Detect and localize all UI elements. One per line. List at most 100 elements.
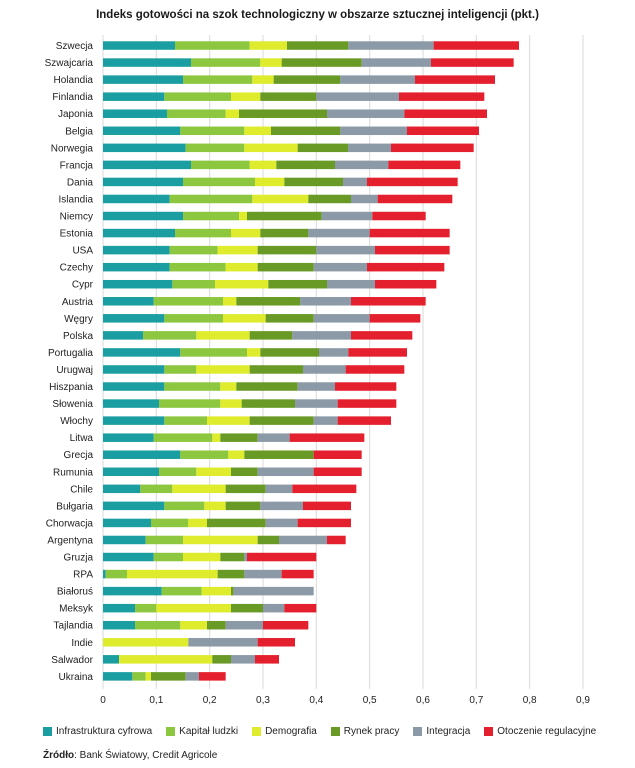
bar-segment (175, 41, 250, 50)
bar-segment (103, 109, 167, 118)
x-tick-label: 0,4 (309, 695, 323, 706)
bar-segment (159, 399, 221, 408)
category-label: Urugwaj (56, 365, 93, 376)
bar-segment (313, 314, 370, 323)
bar-segment (335, 160, 389, 170)
bar-segment (220, 382, 237, 391)
bar-segment (260, 348, 319, 357)
bar-segment (247, 211, 322, 221)
bar-segment (103, 331, 143, 340)
category-label: Chile (70, 484, 93, 495)
category-label: Szwecja (56, 41, 94, 52)
bar-segment (335, 382, 397, 391)
bar-segment (103, 365, 165, 374)
bar-segment (284, 177, 343, 187)
bar-segment (207, 416, 250, 425)
category-label: Bułgaria (56, 501, 93, 512)
category-label: Indie (71, 638, 93, 649)
bar-segment (271, 126, 341, 136)
bar-segment (321, 211, 373, 221)
category-label: Holandia (54, 75, 94, 86)
bar-segment (103, 467, 159, 477)
bar-segment (103, 518, 151, 528)
bar-segment (103, 58, 191, 67)
bar-segment (225, 620, 263, 630)
bar-segment (247, 552, 317, 562)
category-label: Cypr (72, 280, 94, 291)
bar-segment (244, 126, 271, 136)
category-label: Dania (67, 177, 94, 188)
bar-segment (276, 160, 335, 170)
bar-segment (340, 126, 407, 136)
bar-segment (143, 331, 197, 340)
x-tick-label: 0,9 (576, 695, 590, 706)
legend-swatch (166, 727, 176, 736)
bar-segment (265, 518, 298, 528)
bar-segment (151, 518, 189, 528)
bar-segment (103, 484, 141, 494)
bar-segment (185, 672, 199, 681)
legend-item: Infrastruktura cyfrowa (43, 726, 152, 737)
bar-segment (217, 569, 245, 579)
bar-segment (265, 314, 314, 323)
bar-segment (215, 279, 269, 289)
bar-segment (196, 467, 231, 477)
bar-segment (308, 194, 351, 204)
bar-segment (103, 655, 119, 664)
bar-segment (103, 245, 170, 255)
bar-segment (281, 58, 362, 67)
bar-segment (103, 262, 170, 272)
bar-segment (260, 58, 282, 67)
bar-segment (196, 331, 250, 340)
chart-title: Indeks gotowości na szok technologiczny … (96, 9, 539, 21)
bar-segment (217, 245, 258, 255)
bar-segment (404, 109, 487, 118)
bar-segment (164, 382, 221, 391)
bar-segment (313, 467, 362, 477)
bar-segment (399, 92, 485, 101)
category-label: Estonia (60, 229, 94, 240)
bar-segment (103, 603, 135, 613)
bar-segment (257, 245, 317, 255)
x-tick-label: 0,6 (416, 695, 430, 706)
bar-segment (239, 109, 327, 118)
bar-segment (351, 297, 426, 306)
bar-segment (231, 655, 255, 664)
bar-segment (260, 501, 303, 511)
category-label: Włochy (60, 416, 93, 427)
bar-segment (103, 501, 165, 511)
bar-segment (289, 433, 365, 442)
legend-label: Kapitał ludzki (179, 726, 239, 737)
bar-segment (103, 92, 165, 101)
bar-segment (313, 416, 338, 425)
bar-segment (244, 450, 314, 459)
bar-segment (191, 160, 250, 170)
bar-segment (345, 365, 405, 374)
bar-segment (367, 177, 458, 187)
bar-segment (175, 228, 231, 238)
category-label: Ukraina (59, 672, 94, 683)
bar-segment (249, 331, 293, 340)
bar-segment (303, 501, 351, 511)
bar-segment (343, 177, 367, 187)
bar-segment (204, 501, 226, 511)
source-text: : Bank Światowy, Credit Agricole (74, 750, 218, 761)
bar-segment (135, 603, 157, 613)
bar-segment (153, 552, 183, 562)
bar-segment (351, 331, 413, 340)
bar-segment (284, 603, 317, 613)
category-label: Japonia (58, 109, 93, 120)
bar-segment (407, 126, 479, 136)
bar-segment (103, 433, 154, 442)
bar-segment (159, 467, 197, 477)
bar-segment (249, 160, 277, 170)
bar-segment (220, 552, 245, 562)
bar-segment (297, 143, 349, 153)
bar-segment (223, 314, 266, 323)
bar-segment (199, 672, 226, 681)
category-label: Szwajcaria (45, 58, 94, 69)
bar-segment (340, 75, 415, 84)
bar-segment (313, 450, 362, 459)
bar-segment (249, 416, 314, 425)
